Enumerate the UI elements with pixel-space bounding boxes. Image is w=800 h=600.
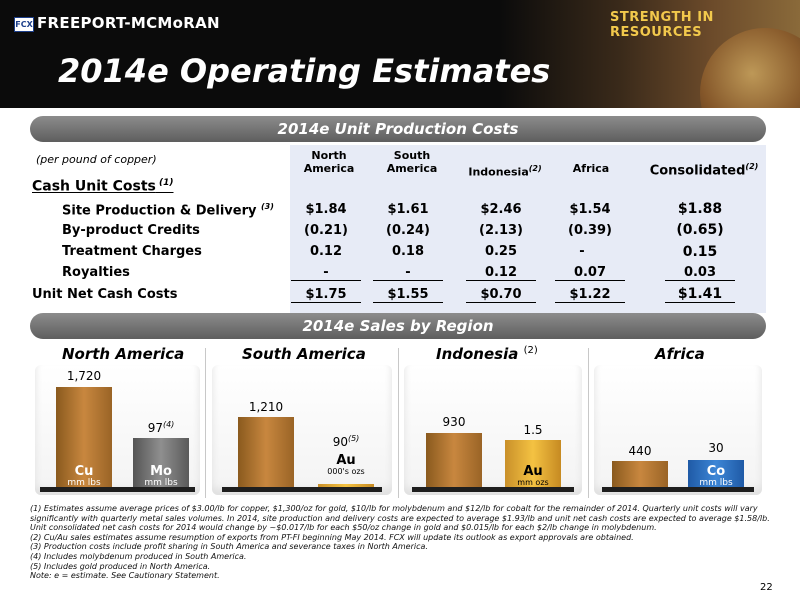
value-africa-co: 30 (708, 441, 724, 455)
company-logo-icon: FCX (14, 17, 34, 32)
footnote-3: (3) Production costs include profit shar… (30, 542, 428, 552)
value-south-america-cu: 1,210 (248, 400, 284, 414)
cell: $1.55 (373, 287, 443, 303)
bar-baseline (412, 487, 574, 492)
region-indonesia: Indonesia (2) (436, 345, 538, 363)
bar-north-america-cu (56, 387, 112, 487)
cell: (0.21) (304, 223, 348, 238)
page-title: 2014e Operating Estimates (58, 52, 551, 90)
bar-north-america-mo (133, 438, 189, 487)
bar-africa-cu (612, 461, 668, 487)
label-cu: Cu mm lbs (67, 464, 101, 488)
header-banner (0, 0, 800, 108)
bar-baseline (602, 487, 754, 492)
row-label-unit-net-cash-costs: Unit Net Cash Costs (32, 287, 178, 302)
divider (205, 348, 206, 498)
bar-south-america-au (318, 484, 374, 487)
unit-costs-banner: 2014e Unit Production Costs (30, 116, 766, 142)
value-north-america-cu: 1,720 (66, 369, 102, 383)
value-south-america-au: 90(5) (332, 434, 360, 449)
region-south-america: South America (242, 345, 366, 363)
company-name: FREEPORT-MCMoRAN (37, 14, 220, 32)
sales-title: 2014e Sales by Region (302, 317, 494, 335)
footnote-4: (4) Includes molybdenum produced in Sout… (30, 551, 247, 561)
cell: (0.39) (568, 223, 612, 238)
value-north-america-mo: 97(4) (147, 420, 175, 435)
footnote-5: (5) Includes gold produced in North Amer… (30, 561, 211, 571)
cell: $1.54 (569, 202, 611, 217)
label-au: Au 000's ozs (327, 453, 365, 476)
cell: $2.46 (480, 202, 522, 217)
cell: 0.07 (555, 265, 625, 281)
page-number: 22 (760, 582, 773, 593)
row-label-byproduct-credits: By-product Credits (62, 223, 200, 238)
sales-banner: 2014e Sales by Region (30, 313, 766, 339)
cell: $1.84 (305, 202, 347, 217)
divider (398, 348, 399, 498)
value-africa-cu: 440 (628, 444, 652, 458)
value-indonesia-cu: 930 (442, 415, 466, 429)
label-mo: Mo mm lbs (144, 464, 178, 488)
cell: $1.88 (677, 201, 723, 217)
footnotes: (1) Estimates assume average prices of $… (30, 504, 770, 581)
label-au: Au mm ozs (517, 464, 549, 487)
footnote-1: (1) Estimates assume average prices of $… (30, 504, 770, 533)
cell: 0.15 (682, 244, 718, 260)
cell: $1.75 (291, 287, 361, 303)
bar-africa-co (688, 460, 744, 487)
cell: $1.22 (555, 287, 625, 303)
table-note: (per pound of copper) (36, 153, 157, 166)
cell: - (373, 265, 443, 281)
divider (588, 348, 589, 498)
unit-costs-title: 2014e Unit Production Costs (277, 120, 519, 138)
cell: 0.25 (484, 244, 518, 259)
cell: 0.12 (309, 244, 343, 259)
col-header-consolidated: Consolidated(2) (649, 162, 759, 179)
cell: (0.65) (676, 222, 724, 238)
cell: - (291, 265, 361, 281)
value-indonesia-au: 1.5 (523, 423, 543, 437)
bar-baseline (40, 487, 195, 492)
region-north-america: North America (62, 345, 185, 363)
region-africa: Africa (655, 345, 705, 363)
label-co: Co mm lbs (699, 464, 733, 488)
cell: $1.41 (665, 286, 735, 303)
cash-unit-costs-heading: Cash Unit Costs (1) (32, 178, 174, 195)
cell: 0.18 (391, 244, 425, 259)
cell: $0.70 (466, 287, 536, 303)
row-label-treatment-charges: Treatment Charges (62, 244, 202, 259)
col-header-africa: Africa (572, 162, 610, 175)
cell: 0.03 (665, 265, 735, 281)
cell: $1.61 (387, 202, 429, 217)
col-header-indonesia: Indonesia(2) (468, 164, 542, 179)
costs-table-background (290, 145, 766, 313)
cell: - (579, 244, 585, 259)
col-header-north-america: North America (303, 149, 355, 175)
bar-baseline (222, 487, 382, 492)
row-label-site-production: Site Production & Delivery (3) (62, 202, 274, 219)
tagline: STRENGTH IN RESOURCES (610, 10, 714, 40)
footnote-note: Note: e = estimate. See Cautionary State… (30, 571, 220, 581)
cell: (2.13) (479, 223, 523, 238)
bar-indonesia-au (505, 440, 561, 487)
bar-indonesia-cu (426, 433, 482, 487)
row-label-royalties: Royalties (62, 265, 130, 280)
col-header-south-america: South America (386, 149, 438, 175)
cell: 0.12 (466, 265, 536, 281)
footnote-2: (2) Cu/Au sales estimates assume resumpt… (30, 532, 634, 542)
bar-south-america-cu (238, 417, 294, 487)
cell: (0.24) (386, 223, 430, 238)
